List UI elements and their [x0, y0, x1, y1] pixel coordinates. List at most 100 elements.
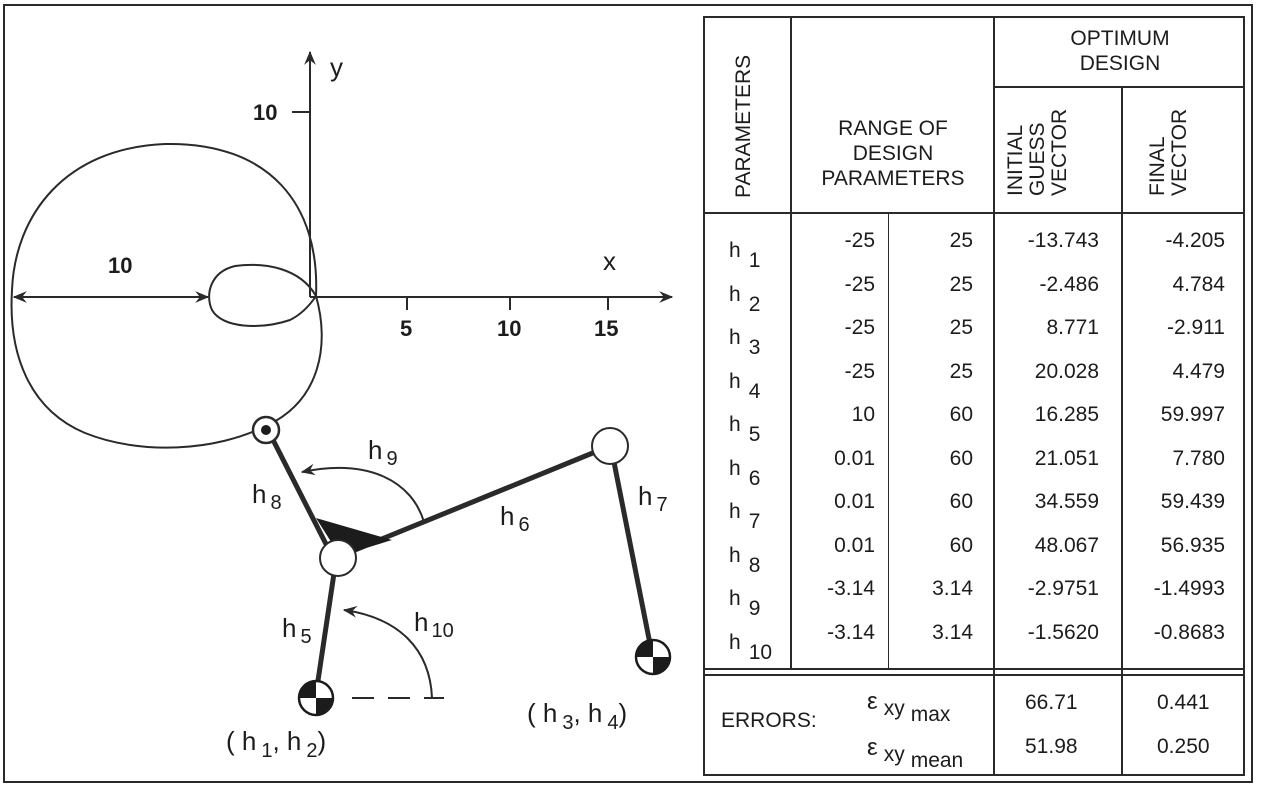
link-h6	[349, 447, 601, 555]
error-mean-initial: 51.98	[1025, 735, 1078, 758]
range-min: 0.01	[834, 446, 875, 470]
final-value: 7.780	[1172, 446, 1225, 470]
final-value: -2.911	[1167, 316, 1225, 339]
initial-value: 34.559	[1034, 490, 1099, 513]
header-final-vector: FINAL VECTOR	[1146, 108, 1192, 196]
range-max: 60	[949, 490, 973, 513]
param-label: h 10	[729, 630, 773, 664]
label-h10: h 10	[414, 607, 454, 642]
range-min: -3.14	[827, 577, 875, 600]
coupler-curve-outer	[10, 142, 323, 449]
range-max: 25	[949, 316, 973, 339]
range-min: 0.01	[834, 490, 875, 513]
link-h5	[313, 559, 339, 695]
range-max: 60	[949, 403, 973, 426]
coupler-curve-inner	[208, 263, 318, 327]
final-value: -1.4993	[1153, 577, 1225, 600]
range-max: 25	[949, 272, 973, 296]
range-max: 3.14	[932, 620, 973, 644]
pivot-label-left: ( h 1, h 2)	[226, 726, 326, 762]
ground-pivot-right	[634, 638, 672, 676]
figure-frame	[3, 4, 1253, 783]
final-value: 59.439	[1160, 490, 1225, 513]
range-max: 3.14	[932, 577, 973, 600]
range-max: 60	[949, 533, 973, 557]
range-min: -3.14	[827, 620, 875, 644]
errors-divider-b	[705, 674, 1245, 676]
dimension-label: 10	[108, 253, 132, 278]
final-value: 59.997	[1160, 403, 1225, 426]
final-value: -0.8683	[1153, 620, 1225, 644]
initial-value: 20.028	[1034, 359, 1099, 383]
optimum-divider	[993, 86, 1245, 88]
col-line-3	[993, 18, 995, 774]
final-value: 4.784	[1172, 272, 1225, 296]
link-h8	[265, 428, 331, 550]
header-parameters: PARAMETERS	[732, 54, 755, 198]
col-line-4	[1121, 86, 1123, 774]
x-axis-label: x	[603, 246, 616, 276]
initial-value: -13.743	[1027, 229, 1099, 252]
y-axis-label: y	[330, 52, 343, 82]
range-max: 60	[949, 446, 973, 470]
initial-value: -2.9751	[1027, 577, 1099, 600]
col-line-1	[790, 18, 792, 670]
parameter-table: PARAMETERS RANGE OF DESIGN PARAMETERS OP…	[703, 16, 1245, 776]
range-max: 25	[949, 229, 973, 252]
header-divider	[705, 212, 1245, 214]
initial-value: 8.771	[1046, 316, 1099, 339]
x-tick-label-5: 5	[400, 316, 412, 341]
joint-coupler-rocker	[591, 427, 629, 465]
link-h7	[609, 451, 655, 655]
range-min: -25	[844, 316, 875, 339]
range-min: -25	[844, 272, 875, 296]
angle-arc-h10	[342, 606, 433, 699]
header-range: RANGE OF DESIGN PARAMETERS	[821, 117, 965, 191]
errors-label: ERRORS:	[721, 709, 817, 732]
initial-value: -1.5620	[1027, 620, 1099, 644]
error-mean-final: 0.250	[1157, 735, 1210, 758]
range-max: 25	[949, 359, 973, 383]
col-line-2	[888, 212, 889, 670]
angle-arc-h9	[300, 463, 425, 523]
error-max-initial: 66.71	[1025, 691, 1078, 714]
header-optimum: OPTIMUM DESIGN	[1070, 27, 1170, 76]
final-value: 56.935	[1160, 533, 1225, 557]
initial-value: 21.051	[1034, 446, 1099, 470]
initial-value: -2.486	[1039, 272, 1099, 296]
ground-pivot-left	[297, 679, 335, 717]
joint-crank-coupler	[319, 539, 357, 577]
error-mean-label: ε xy mean	[867, 734, 964, 772]
error-max-label: ε xy max	[867, 688, 951, 726]
pivot-label-right: ( h 3, h 4)	[527, 698, 627, 734]
error-max-final: 0.441	[1157, 691, 1210, 714]
range-min: 0.01	[834, 533, 875, 557]
initial-value: 16.285	[1034, 403, 1099, 426]
range-min: 10	[851, 403, 875, 426]
x-tick-label-10: 10	[497, 316, 521, 341]
range-min: -25	[844, 359, 875, 383]
final-value: 4.479	[1172, 359, 1225, 383]
errors-divider-a	[705, 668, 1245, 670]
header-initial-guess-vector: INITIAL GUESS VECTOR	[1004, 108, 1072, 196]
x-tick-label-15: 15	[594, 316, 618, 341]
initial-value: 48.067	[1034, 533, 1099, 557]
final-value: -4.205	[1165, 229, 1225, 252]
y-tick-label: 10	[253, 100, 277, 125]
range-min: -25	[844, 229, 875, 252]
